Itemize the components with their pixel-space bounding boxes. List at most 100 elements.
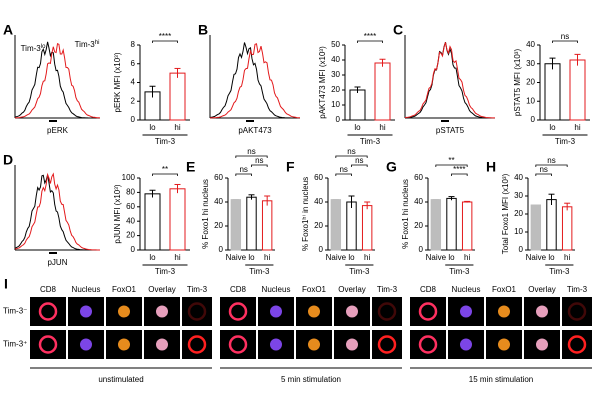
image-cell	[30, 297, 66, 326]
image-cell	[30, 330, 66, 359]
y-tick-label: 40	[414, 197, 423, 206]
significance-label: ****	[364, 32, 376, 41]
cell-blob	[460, 305, 472, 318]
significance-bracket	[335, 155, 368, 158]
histogram-curve	[14, 41, 100, 119]
bar	[361, 205, 373, 251]
y-tick-label: 2	[131, 96, 136, 105]
y-tick-label: 20	[214, 221, 223, 230]
group-label: Tim-3	[249, 267, 270, 276]
cell-blob	[80, 305, 92, 318]
column-header: Tim-3	[187, 285, 208, 294]
histogram-curve	[209, 42, 300, 119]
column-header: FoxO1	[492, 285, 517, 294]
y-tick-label: 4	[131, 78, 136, 87]
row-label: Tim-3⁺	[3, 340, 27, 349]
image-cell	[182, 330, 212, 359]
histogram-curve	[404, 42, 495, 119]
significance-bracket	[435, 164, 468, 167]
y-tick-label: 60	[214, 173, 223, 182]
cell-blob	[346, 338, 358, 351]
histogram-curve	[210, 43, 301, 119]
cell-ring	[187, 335, 207, 354]
image-cell	[372, 297, 402, 326]
panel-letter: D	[3, 152, 13, 168]
significance-label: **	[162, 165, 168, 174]
x-tick-label: Naive	[326, 253, 347, 262]
panel-letter: B	[198, 22, 208, 38]
y-tick-label: 20	[514, 209, 523, 218]
x-tick-label: hi	[174, 253, 180, 262]
bar	[169, 188, 186, 251]
cell-ring	[377, 302, 397, 321]
cell-blob	[80, 338, 92, 351]
panel-letter: G	[386, 159, 397, 175]
panel-letter: E	[186, 159, 195, 175]
y-tick-label: 6	[131, 59, 136, 68]
significance-bracket	[351, 164, 368, 167]
y-tick-label: 8	[131, 40, 136, 49]
cell-blob	[156, 338, 168, 351]
significance-label: ****	[453, 165, 465, 174]
x-tick-label: hi	[364, 253, 370, 262]
x-tick-label: lo	[548, 253, 555, 262]
image-cell	[220, 297, 256, 326]
panel-letter: A	[3, 22, 13, 38]
column-header: FoxO1	[302, 285, 327, 294]
x-tick-label: hi	[564, 253, 570, 262]
bar	[569, 59, 586, 121]
panel-letter: F	[286, 159, 295, 175]
group-label: Tim-3	[555, 137, 576, 146]
column-header: CD8	[40, 285, 57, 294]
x-tick-label: lo	[149, 123, 156, 132]
significance-bracket	[552, 40, 578, 43]
image-cell	[410, 297, 446, 326]
y-tick-label: 40	[526, 40, 535, 49]
histogram-curve	[14, 174, 100, 251]
significance-bracket	[451, 173, 468, 176]
x-tick-label: hi	[379, 123, 385, 132]
bar	[169, 72, 186, 121]
x-label: pSTAT5	[436, 126, 465, 135]
y-tick-label: 30	[526, 59, 535, 68]
bar	[374, 62, 391, 121]
column-header: Nucleus	[262, 285, 291, 294]
y-tick-label: 20	[314, 221, 323, 230]
cell-blob	[118, 305, 130, 318]
y-tick-label: 0	[319, 245, 324, 254]
x-tick-label: Naive	[526, 253, 547, 262]
legend-name: Tim-3	[21, 44, 42, 53]
significance-bracket	[335, 173, 352, 176]
x-tick-label: lo	[549, 123, 556, 132]
panel-letter: C	[393, 22, 403, 38]
y-tick-label: 20	[526, 78, 535, 87]
gate-bar	[49, 120, 57, 122]
y-label: pSTAT5 MFI (x10³)	[513, 49, 522, 117]
row-label: Tim-3⁻	[3, 307, 27, 316]
histogram-curve	[14, 172, 100, 251]
image-cell	[410, 330, 446, 359]
significance-label: ns	[539, 165, 547, 174]
y-tick-label: 60	[414, 173, 423, 182]
significance-bracket	[535, 164, 568, 167]
y-label: Total Foxo1 MFI (x10³)	[501, 173, 510, 254]
cell-blob	[346, 305, 358, 318]
column-header: CD8	[420, 285, 437, 294]
significance-label: ns	[561, 32, 569, 41]
x-tick-label: lo	[248, 253, 255, 262]
y-tick-label: 10	[526, 96, 535, 105]
bar	[346, 201, 357, 251]
column-header: Nucleus	[452, 285, 481, 294]
significance-label: ****	[159, 32, 171, 41]
y-tick-label: 0	[419, 245, 424, 254]
y-tick-label: 40	[314, 197, 323, 206]
y-tick-label: 20	[126, 231, 135, 240]
y-label: % Foxo1 hi nucleus	[201, 179, 210, 249]
histogram-curve	[14, 42, 101, 119]
y-tick-label: 100	[122, 173, 136, 182]
cell-blob	[498, 305, 510, 318]
panel-letter: I	[4, 276, 8, 292]
y-tick-label: 40	[126, 216, 135, 225]
y-label: % Foxo1ʰⁱ in nucleus	[301, 177, 310, 251]
